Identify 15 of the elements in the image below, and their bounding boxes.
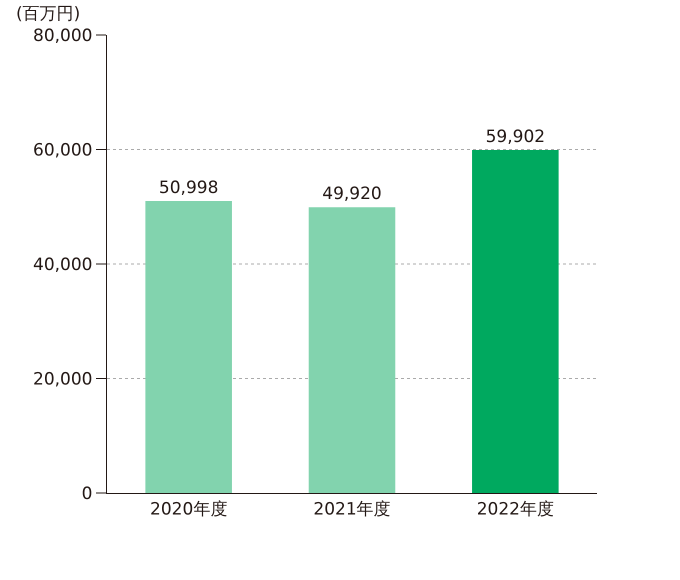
y-tick-label: 20,000 [33,369,92,390]
y-tick-label: 0 [82,484,92,504]
x-tick-label: 2021年度 [313,500,391,520]
data-label: 49,920 [322,184,382,204]
bar [145,201,232,493]
bar [308,207,396,493]
y-axis-title: (百万円) [16,4,80,24]
data-label: 50,998 [158,178,218,198]
data-label: 59,902 [486,127,546,148]
x-tick-label: 2022年度 [476,500,554,520]
y-tick-label: 80,000 [33,26,92,46]
y-tick-label: 60,000 [33,140,92,160]
y-tick-label: 40,000 [33,254,92,275]
x-tick-label: 2020年度 [150,500,228,520]
bar [472,150,559,493]
